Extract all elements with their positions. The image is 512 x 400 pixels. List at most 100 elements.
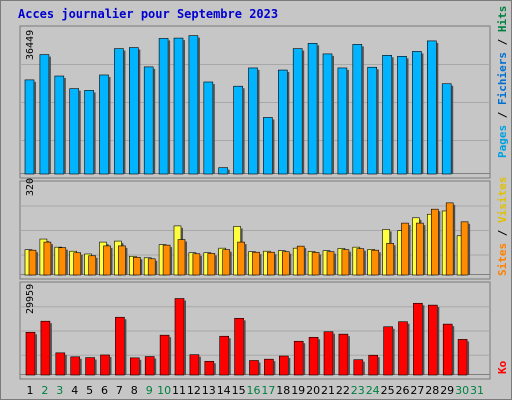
bar-ko [353, 359, 365, 376]
bar-hits [69, 88, 81, 175]
bar-hits [114, 48, 126, 175]
bar-ko [278, 355, 291, 376]
bar-sites [460, 221, 471, 276]
bar-ko [427, 304, 440, 376]
legend-visites: Visites [496, 176, 509, 223]
bar-hits [39, 54, 51, 175]
legend-pages-fichiers-hits: Pages / Fichiers / Hits [496, 5, 509, 158]
day-label: 19 [291, 384, 305, 397]
bar-ko [413, 302, 425, 376]
day-label: 21 [321, 384, 335, 397]
day-label: 25 [381, 384, 395, 397]
day-label: 15 [232, 384, 246, 397]
day-label: 4 [71, 384, 78, 397]
bar-ko [174, 298, 186, 376]
legend-fichiers: Fichiers [496, 52, 509, 105]
bar-sites [192, 253, 202, 276]
bar-sites [311, 252, 322, 276]
bar-ko [249, 360, 261, 376]
bar-hits [382, 55, 394, 175]
bar-ko [55, 352, 67, 376]
bar-sites [445, 202, 456, 276]
day-label: 3 [56, 384, 63, 397]
day-label: 6 [101, 384, 108, 397]
bar-hits [203, 81, 215, 175]
bar-sites [177, 239, 187, 276]
day-label: 27 [410, 384, 424, 397]
bar-ko [323, 331, 335, 376]
legend-sites: Sites [496, 242, 509, 276]
day-label: 9 [146, 384, 153, 397]
day-label: 1 [27, 384, 34, 397]
day-label: 29 [440, 384, 454, 397]
day-label: 13 [202, 384, 216, 397]
bar-ko [70, 356, 82, 376]
bar-sites [267, 251, 277, 276]
bar-hits [412, 51, 424, 175]
bar-ko [100, 354, 112, 376]
day-label: 22 [336, 384, 350, 397]
bar-ko [234, 318, 246, 376]
bar-ko [159, 334, 172, 376]
day-label: 10 [157, 384, 171, 397]
bar-hits [218, 167, 230, 175]
bar-hits [277, 69, 290, 175]
bar-sites [133, 256, 143, 276]
bar-ko [398, 321, 410, 376]
legend-pages: Pages [496, 124, 509, 158]
bar-ko [442, 323, 455, 376]
bar-sites [386, 243, 396, 276]
day-label: 16 [247, 384, 261, 397]
bar-hits [188, 35, 200, 175]
bar-hits [84, 90, 96, 175]
bar-hits [426, 40, 439, 175]
bar-hits [129, 47, 141, 175]
bar-sites [88, 255, 98, 276]
day-label: 14 [217, 384, 231, 397]
day-label: 11 [172, 384, 186, 397]
bar-sites [326, 251, 336, 276]
bar-sites [73, 252, 83, 276]
day-label: 17 [261, 384, 275, 397]
bar-ko [368, 354, 380, 376]
bar-sites [43, 241, 53, 276]
day-label: 12 [187, 384, 201, 397]
bar-sites [162, 244, 173, 276]
bar-ko [219, 335, 231, 376]
bar-hits [322, 53, 334, 175]
bar-hits [307, 43, 320, 175]
bar-sites [237, 241, 247, 276]
day-label: 7 [116, 384, 123, 397]
chart-title: Acces journalier pour Septembre 2023 [18, 7, 279, 21]
bar-hits [24, 79, 36, 175]
bar-hits [158, 38, 171, 175]
bar-sites [207, 253, 217, 276]
bar-sites [281, 251, 292, 276]
y-max-label-3: 29959 [25, 284, 36, 314]
bar-sites [341, 249, 351, 276]
bar-ko [25, 331, 37, 376]
bar-sites [371, 249, 381, 276]
y-max-label-2: 320 [25, 178, 36, 196]
bar-ko [115, 316, 127, 376]
bar-ko [308, 336, 321, 376]
bar-hits [337, 67, 349, 175]
bar-sites [28, 249, 38, 276]
bar-ko [264, 358, 276, 376]
bar-ko [383, 326, 395, 376]
day-label: 24 [366, 384, 380, 397]
bar-hits [173, 37, 185, 175]
day-label: 28 [425, 384, 439, 397]
bar-hits [367, 66, 379, 175]
day-label: 26 [396, 384, 410, 397]
day-label: 5 [86, 384, 93, 397]
bar-sites [222, 249, 232, 276]
day-label: 20 [306, 384, 320, 397]
day-label: 31 [470, 384, 484, 397]
bar-hits [352, 44, 364, 175]
bar-ko [293, 340, 306, 376]
bar-sites [58, 247, 68, 276]
bar-sites [147, 258, 158, 276]
bar-sites [416, 222, 426, 276]
